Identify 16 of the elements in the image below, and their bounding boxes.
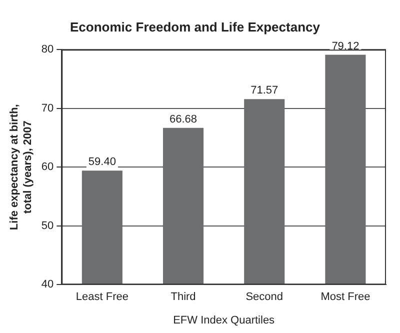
x-tick-label: Most Free: [320, 291, 370, 304]
y-tick-label: 70: [41, 102, 54, 114]
data-label: 79.12: [332, 40, 360, 52]
data-label: 66.68: [170, 113, 198, 126]
y-tick-label: 40: [41, 278, 54, 291]
data-label: 59.40: [88, 156, 116, 168]
y-tick-label: 60: [41, 161, 54, 174]
chart-title: Economic Freedom and Life Expectancy: [70, 19, 321, 34]
x-axis-title: EFW Index Quartiles: [173, 314, 276, 326]
y-axis-title: Life expectancy at birth, total (years), 2007: [8, 104, 34, 230]
data-label: 71.57: [250, 84, 278, 97]
x-tick-label: Third: [170, 291, 196, 304]
y-tick-label: 50: [41, 220, 54, 232]
x-tick-label: Least Free: [76, 291, 128, 304]
x-tick-label: Second: [246, 291, 284, 304]
y-tick-label: 80: [41, 44, 54, 56]
